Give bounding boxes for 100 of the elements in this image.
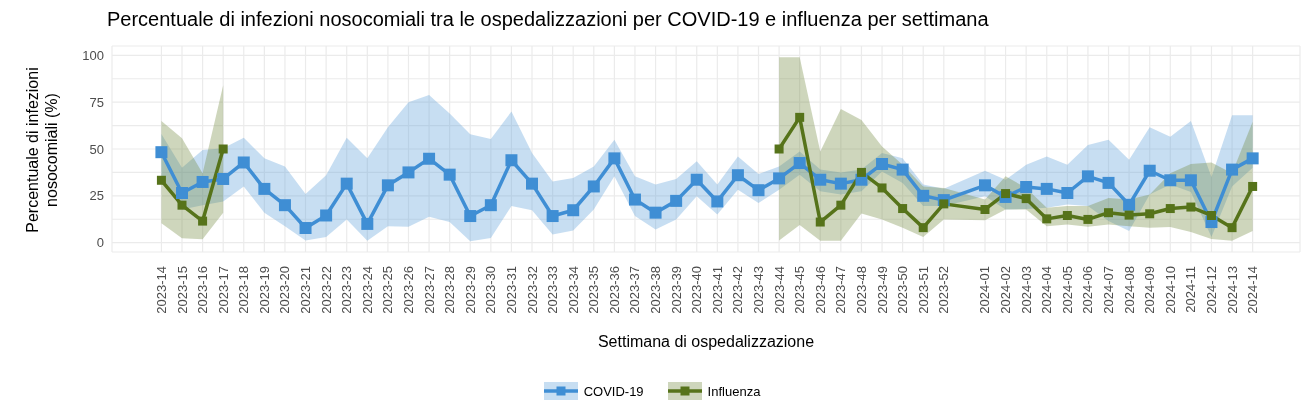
legend-label: COVID-19	[583, 383, 644, 399]
y-tick-label: 0	[96, 235, 104, 251]
x-tick-label: 2023-46	[812, 266, 828, 314]
point	[320, 209, 333, 222]
point	[464, 210, 477, 223]
x-tick-label: 2024-08	[1121, 266, 1137, 314]
y-tick-label: 100	[82, 47, 104, 63]
point	[1184, 174, 1197, 187]
x-tick-label: 2023-41	[709, 266, 725, 314]
point	[834, 177, 847, 190]
point	[670, 194, 683, 207]
x-tick-label: 2023-45	[792, 266, 808, 314]
point	[237, 156, 250, 169]
point	[198, 216, 208, 226]
point	[1104, 208, 1114, 218]
point	[1020, 181, 1033, 194]
point	[1001, 189, 1011, 199]
point	[361, 217, 374, 230]
x-tick-label: 2024-03	[1018, 266, 1034, 314]
x-tick-label: 2023-43	[751, 266, 766, 314]
y-tick-label: 75	[89, 94, 104, 110]
x-tick-label: 2024-09	[1142, 266, 1158, 314]
x-tick-label: 2023-38	[648, 266, 664, 314]
point	[278, 199, 291, 212]
point	[939, 199, 949, 209]
point	[218, 144, 228, 154]
x-tick-label: 2023-33	[545, 266, 561, 314]
x-tick-label: 2023-23	[339, 266, 355, 314]
x-axis-title: Settimana di ospedalizzazione	[596, 333, 816, 351]
point	[836, 200, 846, 210]
x-tick-label: 2023-51	[915, 266, 931, 314]
point	[1186, 202, 1196, 212]
x-tick-label: 2023-32	[524, 266, 540, 314]
point	[1124, 210, 1134, 220]
point	[917, 189, 930, 202]
x-tick-label: 2023-48	[853, 266, 869, 314]
x-tick-label: 2023-39	[668, 266, 684, 314]
point	[876, 157, 889, 170]
x-tick-label: 2023-37	[627, 266, 643, 314]
x-tick-label: 2023-29	[462, 266, 478, 314]
x-tick-label: 2023-22	[318, 266, 334, 314]
point	[484, 199, 497, 212]
x-tick-label: 2023-40	[689, 266, 705, 314]
x-tick-label: 2023-50	[895, 266, 911, 314]
point	[1143, 164, 1156, 177]
x-tick-label: 2023-15	[174, 266, 190, 314]
x-tick-label: 2023-19	[256, 266, 272, 314]
x-tick-label: 2023-28	[442, 266, 458, 314]
point	[402, 166, 415, 179]
point	[815, 217, 825, 227]
point	[1246, 152, 1259, 165]
point	[711, 195, 724, 208]
x-tick-label: 2023-34	[565, 266, 581, 314]
x-tick-label: 2024-06	[1080, 266, 1096, 314]
x-tick-label: 2024-11	[1183, 266, 1199, 313]
x-tick-label: 2024-14	[1245, 266, 1261, 314]
point	[1040, 182, 1053, 195]
x-tick-label: 2024-05	[1059, 266, 1075, 314]
point	[340, 177, 353, 190]
x-tick-label: 2023-36	[606, 266, 622, 314]
point	[381, 179, 394, 192]
x-tick-label: 2023-49	[874, 266, 890, 314]
x-tick-label: 2023-16	[195, 266, 211, 314]
x-tick-label: 2023-44	[771, 266, 787, 314]
x-tick-label: 2023-30	[483, 266, 499, 314]
x-tick-label: 2023-52	[936, 266, 952, 314]
point	[1062, 210, 1072, 220]
legend-label: Influenza	[707, 383, 761, 399]
x-tick-label: 2023-17	[215, 266, 231, 314]
point	[1021, 194, 1031, 204]
chart-title: Percentuale di infezioni nosocomiali tra le ospedalizzazioni per COVID-19 e influenza per settimana	[107, 8, 989, 31]
x-tick-label: 2023-21	[298, 266, 314, 314]
y-tick-label: 50	[89, 141, 104, 157]
point	[1165, 204, 1175, 214]
point	[217, 172, 230, 185]
point	[980, 204, 990, 214]
point	[1226, 163, 1239, 176]
point	[1248, 181, 1258, 191]
point	[567, 204, 580, 217]
point	[608, 152, 621, 165]
x-tick-label: 2023-35	[586, 266, 602, 314]
point	[877, 183, 887, 193]
point	[856, 167, 866, 177]
point	[773, 172, 786, 185]
point	[1206, 210, 1216, 220]
point	[690, 173, 703, 186]
point	[196, 175, 209, 188]
x-tick-label: 2024-12	[1203, 266, 1219, 314]
point	[526, 177, 539, 190]
point	[177, 200, 187, 210]
x-tick-label: 2023-42	[730, 266, 746, 314]
x-tick-label: 2023-18	[236, 266, 252, 314]
point	[1042, 214, 1052, 224]
point	[443, 168, 456, 181]
point	[649, 206, 662, 219]
x-tick-label: 2023-26	[400, 266, 416, 314]
x-tick-label: 2023-20	[277, 266, 293, 314]
x-tick-label: 2023-14	[153, 266, 169, 314]
x-tick-label: 2024-01	[977, 266, 993, 314]
point	[299, 222, 312, 235]
